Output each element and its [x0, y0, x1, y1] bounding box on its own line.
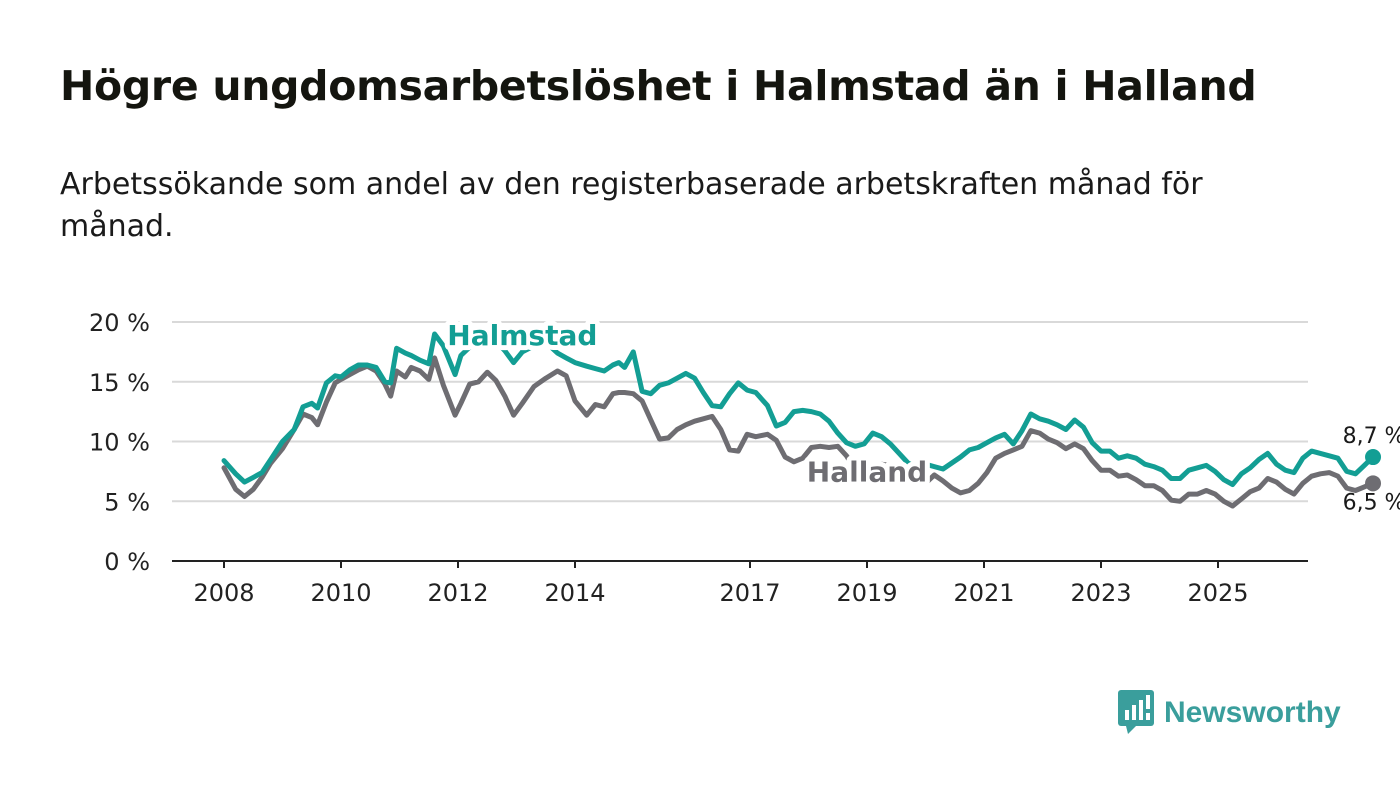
y-tick-label: 5 %	[104, 488, 150, 516]
x-tick-label: 2017	[719, 579, 780, 607]
chart-title: Högre ungdomsarbetslöshet i Halmstad än …	[60, 62, 1257, 110]
series-end-dot-halmstad	[1365, 449, 1382, 466]
x-tick-label: 2008	[193, 579, 254, 607]
y-tick-label: 15 %	[89, 369, 150, 397]
brand-logo: Newsworthy	[1118, 690, 1341, 736]
brand-name: Newsworthy	[1164, 696, 1341, 729]
series-lines	[221, 329, 1382, 509]
end-value-label-halland: 6,5 %	[1343, 490, 1400, 515]
x-tick-label: 2012	[427, 579, 488, 607]
x-tick-label: 2019	[836, 579, 897, 607]
y-tick-label: 0 %	[104, 548, 150, 576]
end-value-label-halmstad: 8,7 %	[1343, 424, 1400, 449]
series-label-halo: Halland	[807, 455, 927, 488]
y-tick-label: 20 %	[89, 309, 150, 337]
series-label-halland: Halland	[807, 455, 927, 488]
series-line-halmstad	[221, 329, 1376, 487]
x-axis-ticks: 2008 2010 2012 2014 2017 2019 2021 2023 2025	[193, 561, 1249, 607]
x-tick-label: 2010	[310, 579, 371, 607]
x-tick-label: 2014	[544, 579, 605, 607]
x-tick-label: 2021	[953, 579, 1014, 607]
grid-lines	[172, 321, 1308, 562]
x-tick-label: 2025	[1187, 579, 1248, 607]
y-tick-label: 10 %	[89, 429, 150, 457]
series-label-halo: Halmstad	[447, 319, 597, 352]
series-end-dot-halland	[1365, 475, 1382, 492]
series-label-halmstad: Halmstad	[447, 319, 597, 352]
series-line-halland	[221, 355, 1376, 509]
bar-chart-icon	[1118, 690, 1154, 734]
y-axis-ticks: 0 % 5 % 10 % 15 % 20 %	[89, 309, 150, 576]
x-tick-label: 2023	[1070, 579, 1131, 607]
chart-subtitle: Arbetssökande som andel av den registerb…	[60, 167, 1203, 244]
